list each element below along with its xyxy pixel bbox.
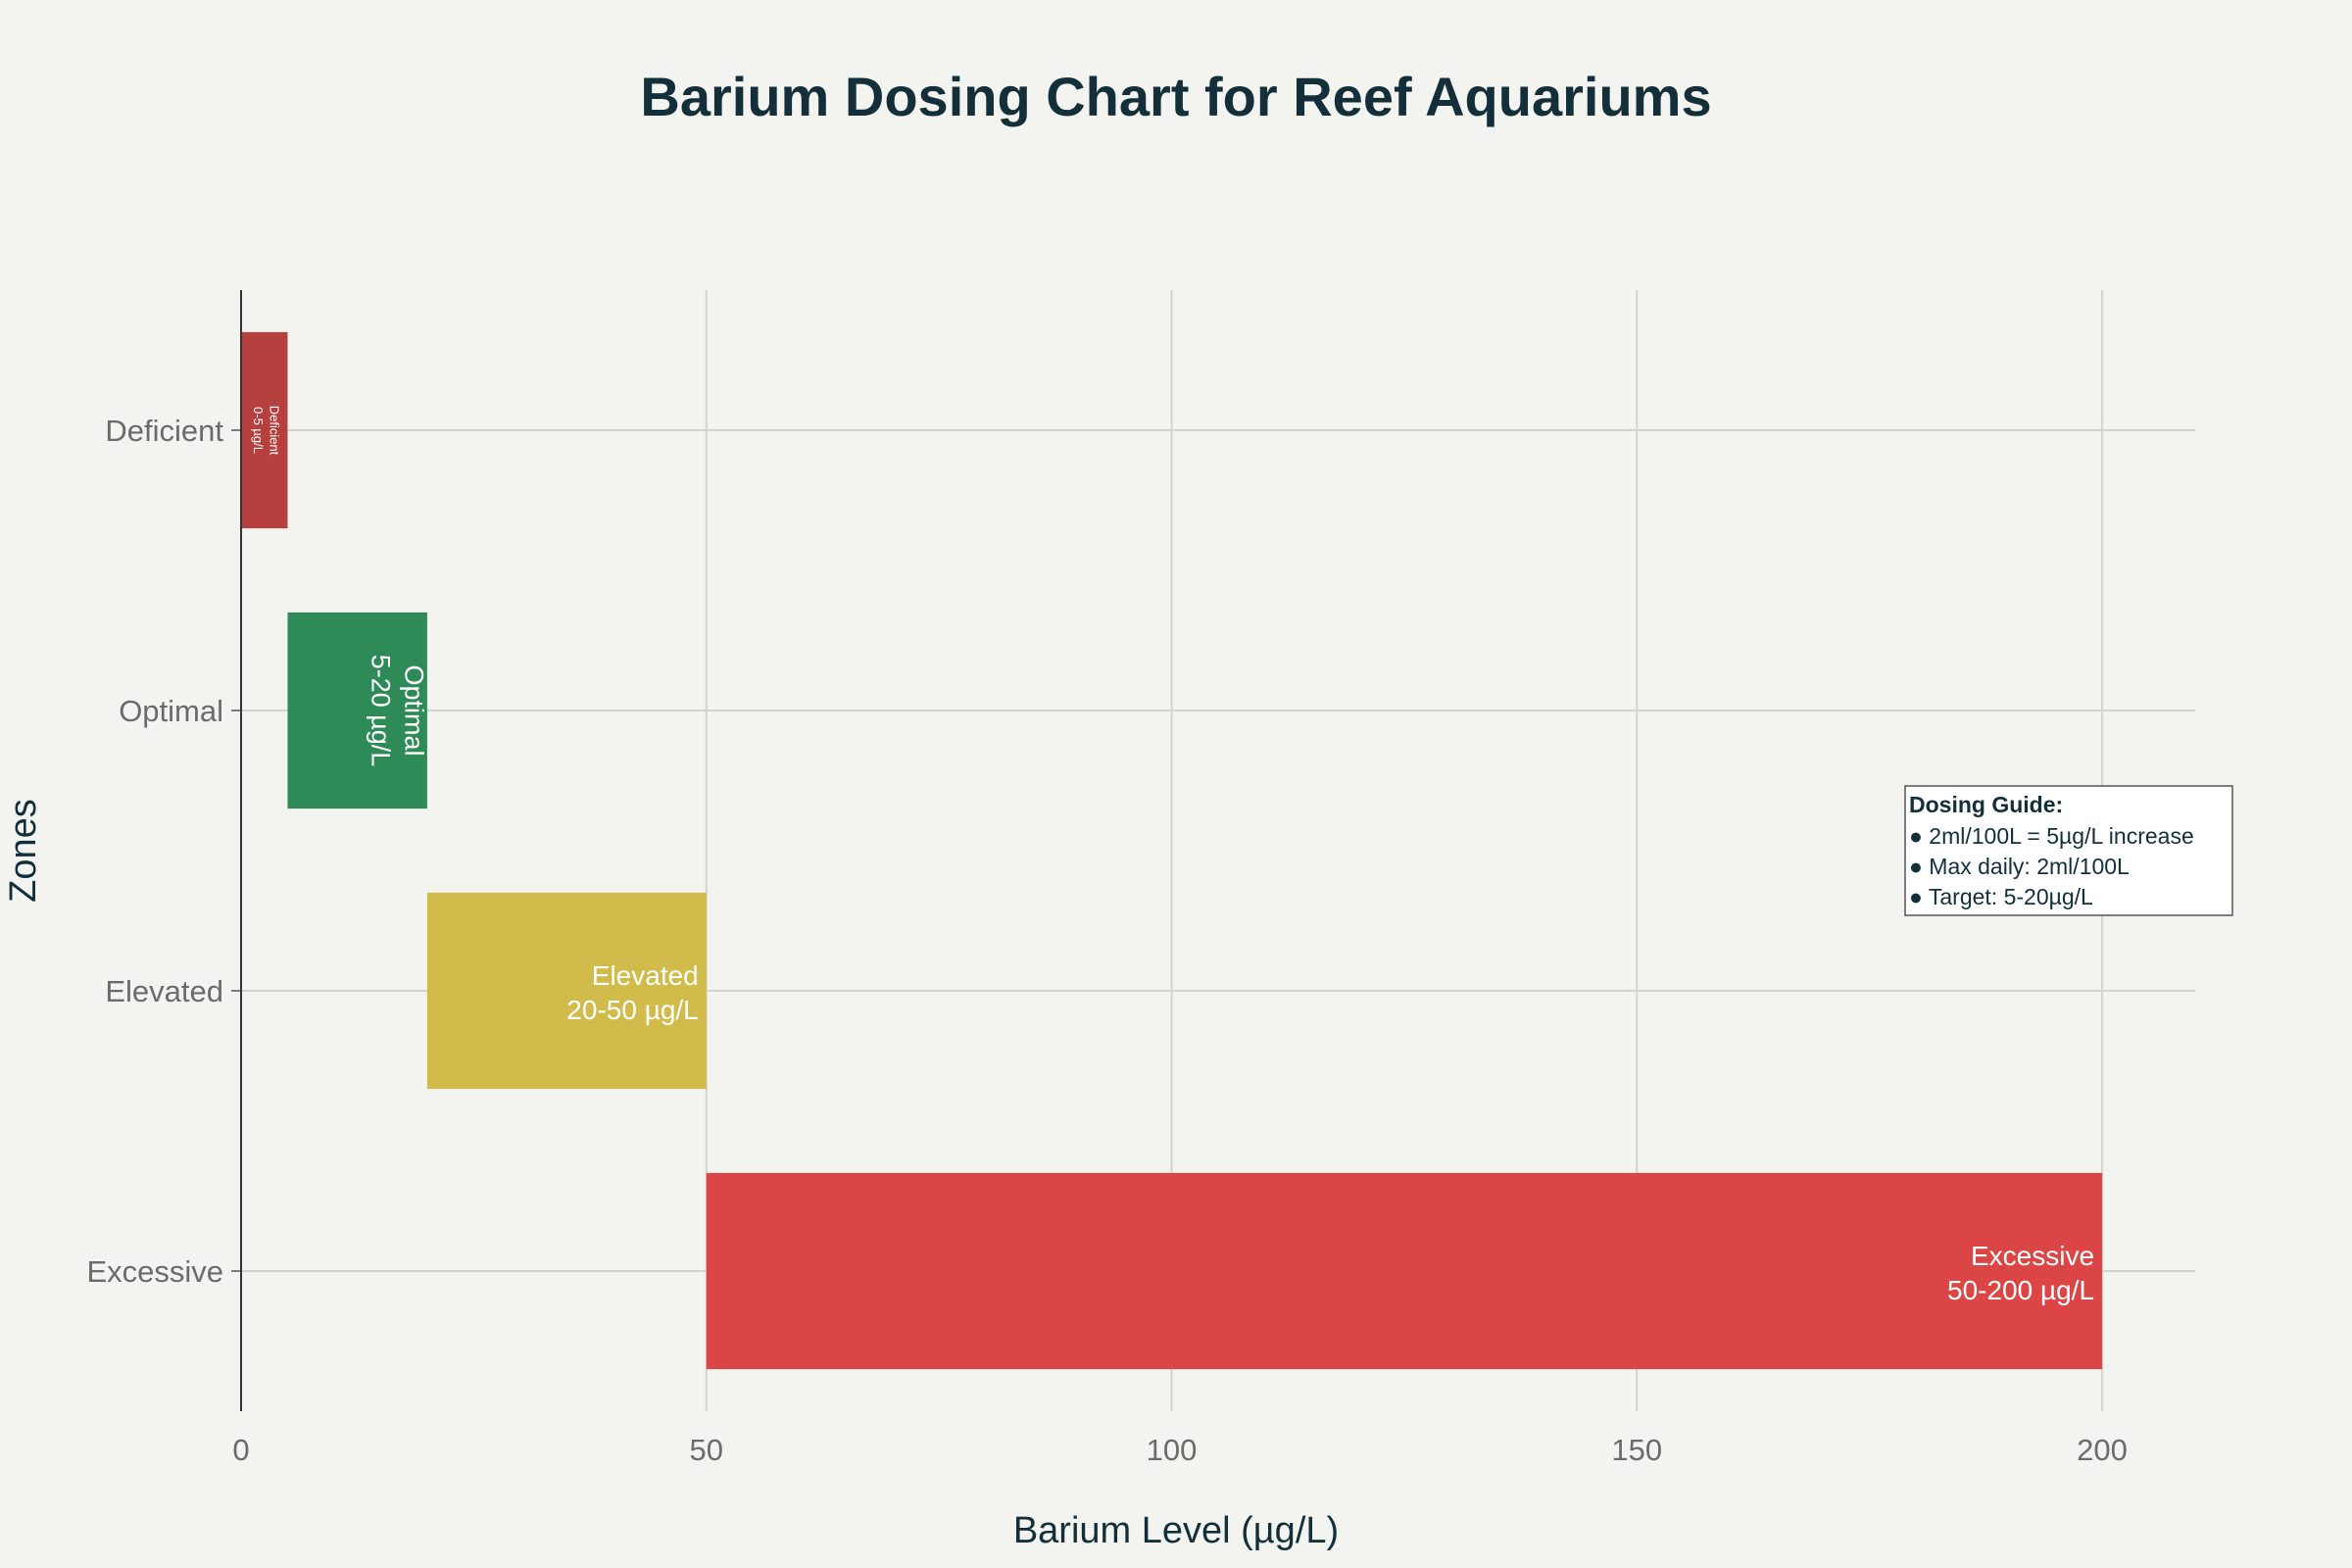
dosing-guide-annotation: Dosing Guide: ● 2ml/100L = 5µg/L increase…: [1904, 785, 2233, 916]
y-axis-title: Zones: [3, 799, 44, 903]
y-category-label: Deficient: [105, 414, 223, 448]
x-tick-label: 0: [232, 1433, 249, 1467]
bar-label-line: 50-200 µg/L: [1947, 1275, 2094, 1305]
annotation-line: ● Max daily: 2ml/100L: [1909, 854, 2130, 879]
x-tick-label: 50: [690, 1433, 723, 1467]
x-tick-label: 200: [2077, 1433, 2128, 1467]
bar-label-line: 5-20 µg/L: [367, 655, 396, 767]
bar-deficient: [241, 331, 288, 529]
axes-layer: 0 50 100 150 200 Deficient Optimal Elevated Exce…: [86, 290, 2128, 1467]
bar-optimal: [287, 612, 427, 809]
bar-label-line: Deficient: [267, 406, 281, 456]
chart-title: Barium Dosing Chart for Reef Aquariums: [640, 66, 1711, 127]
bar-label: Elevated 20-50 µg/L: [566, 960, 698, 1025]
bar-label-line: 20-50 µg/L: [566, 995, 698, 1025]
bar-label: Deficient0-5 µg/L: [251, 406, 281, 456]
bar-label-line: Optimal: [399, 664, 428, 756]
bar-elevated: [426, 892, 707, 1090]
bar-label: Optimal5-20 µg/L: [367, 655, 429, 767]
bar-label-line: 0-5 µg/L: [251, 407, 266, 454]
y-category-label: Excessive: [86, 1254, 223, 1289]
y-category-label: Elevated: [105, 974, 223, 1008]
bars-layer: Deficient0-5 µg/L Optimal5-20 µg/L Elevate…: [241, 331, 2103, 1370]
annotation-box: [1904, 785, 2233, 916]
annotation-line: ● Target: 5-20µg/L: [1909, 884, 2093, 909]
bar-label-line: Elevated: [592, 960, 699, 991]
x-tick-label: 150: [1611, 1433, 1662, 1467]
x-axis-title: Barium Level (µg/L): [1013, 1510, 1339, 1551]
bar-label: Excessive 50-200 µg/L: [1947, 1241, 2094, 1305]
x-tick-label: 100: [1147, 1433, 1198, 1467]
y-category-label: Optimal: [119, 694, 223, 728]
annotation-title: Dosing Guide:: [1909, 792, 2063, 817]
bar-excessive: [706, 1172, 2103, 1370]
annotation-line: ● 2ml/100L = 5µg/L increase: [1909, 823, 2194, 849]
bar-label-line: Excessive: [1971, 1241, 2094, 1271]
